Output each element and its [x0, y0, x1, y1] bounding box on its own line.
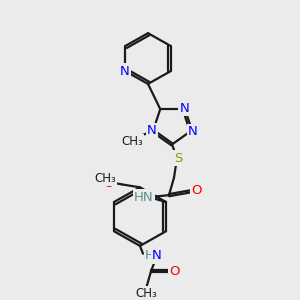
Text: H: H: [145, 249, 155, 262]
Text: HN: HN: [134, 190, 154, 204]
Text: S: S: [174, 152, 182, 165]
Text: O: O: [170, 265, 180, 278]
Text: N: N: [147, 124, 157, 137]
Text: N: N: [180, 102, 190, 115]
Text: CH₃: CH₃: [121, 135, 143, 148]
Text: O: O: [192, 184, 202, 197]
Text: CH₃: CH₃: [94, 172, 116, 185]
Text: N: N: [188, 125, 198, 138]
Text: N: N: [120, 65, 129, 78]
Text: O: O: [103, 177, 113, 190]
Text: N: N: [152, 249, 162, 262]
Text: CH₃: CH₃: [135, 287, 157, 300]
